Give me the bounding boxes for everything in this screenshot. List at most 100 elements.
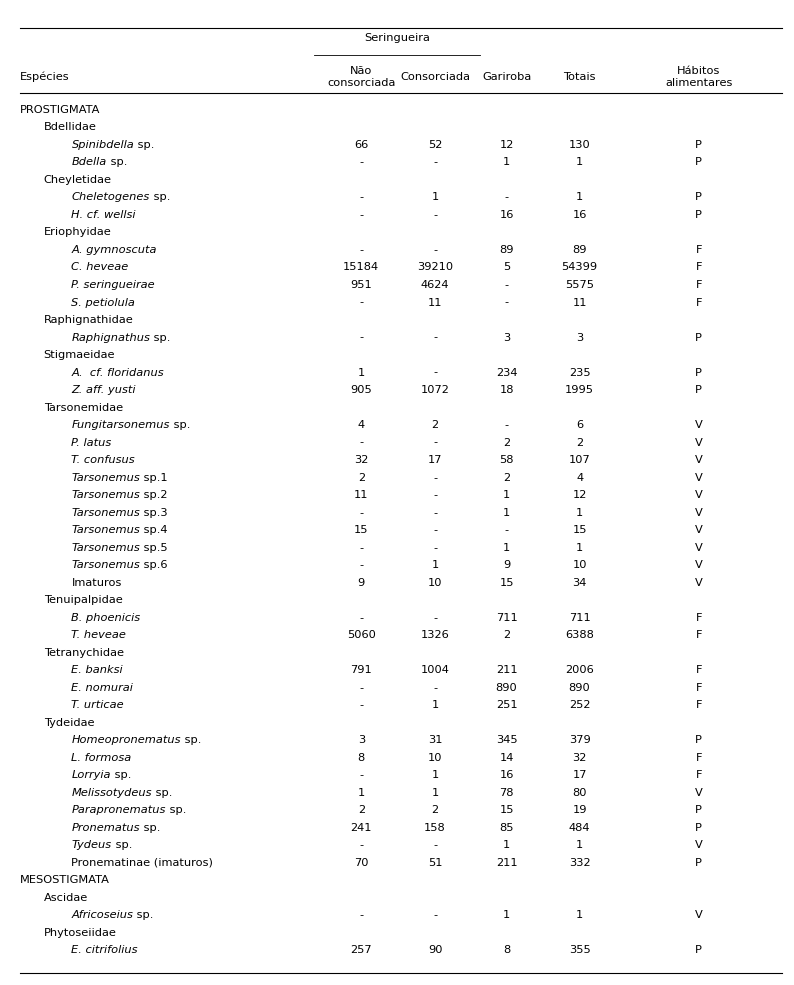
Text: sp.: sp. [111, 770, 131, 780]
Text: 32: 32 [354, 455, 368, 465]
Text: B. phoenicis: B. phoenicis [71, 613, 141, 623]
Text: 52: 52 [428, 140, 442, 150]
Text: -: - [433, 683, 437, 692]
Text: -: - [433, 210, 437, 220]
Text: Pronematinae (imaturos): Pronematinae (imaturos) [71, 858, 214, 868]
Text: Parapronematus: Parapronematus [71, 806, 166, 816]
Text: 4: 4 [358, 420, 364, 430]
Text: -: - [359, 437, 364, 447]
Text: Totais: Totais [564, 72, 596, 82]
Text: P: P [696, 858, 702, 868]
Text: 890: 890 [569, 683, 591, 692]
Text: -: - [359, 297, 364, 307]
Text: Melissotydeus: Melissotydeus [71, 788, 152, 798]
Text: F: F [696, 753, 702, 762]
Text: V: V [695, 473, 703, 483]
Text: sp.: sp. [166, 806, 187, 816]
Text: -: - [359, 333, 364, 343]
Text: V: V [695, 491, 703, 500]
Text: sp.: sp. [170, 420, 191, 430]
Text: Lorryia: Lorryia [71, 770, 111, 780]
Text: 12: 12 [499, 140, 514, 150]
Text: 1: 1 [431, 560, 439, 570]
Text: MESOSTIGMATA: MESOSTIGMATA [20, 876, 110, 886]
Text: -: - [433, 525, 437, 535]
Text: Fungitarsonemus: Fungitarsonemus [71, 420, 170, 430]
Text: F: F [696, 297, 702, 307]
Text: 5575: 5575 [565, 280, 594, 290]
Text: -: - [504, 280, 509, 290]
Text: 711: 711 [495, 613, 518, 623]
Text: 16: 16 [572, 210, 587, 220]
Text: 8: 8 [357, 753, 365, 762]
Text: 951: 951 [350, 280, 372, 290]
Text: Tarsonemus: Tarsonemus [71, 525, 141, 535]
Text: V: V [695, 455, 703, 465]
Text: Africoseius: Africoseius [71, 910, 133, 920]
Text: sp.: sp. [152, 788, 172, 798]
Text: Z. aff. yusti: Z. aff. yusti [71, 385, 136, 395]
Text: 1: 1 [431, 770, 439, 780]
Text: 11: 11 [354, 491, 368, 500]
Text: 1326: 1326 [421, 630, 449, 640]
Text: 890: 890 [495, 683, 518, 692]
Text: C. heveae: C. heveae [71, 262, 129, 273]
Text: 711: 711 [569, 613, 591, 623]
Text: sp.: sp. [150, 192, 170, 203]
Text: Tydeidae: Tydeidae [44, 718, 94, 728]
Text: -: - [359, 700, 364, 710]
Text: E. nomurai: E. nomurai [71, 683, 133, 692]
Text: 235: 235 [569, 367, 591, 377]
Text: -: - [359, 840, 364, 850]
Text: 51: 51 [428, 858, 442, 868]
Text: L. formosa: L. formosa [71, 753, 132, 762]
Text: T. heveae: T. heveae [71, 630, 126, 640]
Text: 19: 19 [572, 806, 587, 816]
Text: 90: 90 [428, 946, 442, 955]
Text: 1: 1 [576, 507, 584, 518]
Text: -: - [359, 770, 364, 780]
Text: 17: 17 [572, 770, 587, 780]
Text: P: P [696, 367, 702, 377]
Text: F: F [696, 770, 702, 780]
Text: 1: 1 [576, 192, 584, 203]
Text: 6388: 6388 [565, 630, 594, 640]
Text: 15: 15 [354, 525, 368, 535]
Text: E. banksi: E. banksi [71, 665, 123, 676]
Text: 8: 8 [503, 946, 511, 955]
Text: Tetranychidae: Tetranychidae [44, 648, 124, 658]
Text: -: - [433, 613, 437, 623]
Text: Raphignathidae: Raphignathidae [44, 315, 133, 325]
Text: 70: 70 [354, 858, 368, 868]
Text: 16: 16 [499, 770, 514, 780]
Text: P: P [696, 806, 702, 816]
Text: Cheyletidae: Cheyletidae [44, 175, 112, 185]
Text: 1: 1 [503, 543, 511, 553]
Text: -: - [359, 192, 364, 203]
Text: 10: 10 [428, 577, 442, 588]
Text: 1: 1 [576, 910, 584, 920]
Text: sp.4: sp.4 [141, 525, 168, 535]
Text: F: F [696, 683, 702, 692]
Text: sp.: sp. [140, 822, 160, 833]
Text: 6: 6 [576, 420, 583, 430]
Text: 2: 2 [576, 437, 583, 447]
Text: PROSTIGMATA: PROSTIGMATA [20, 104, 100, 115]
Text: P: P [696, 946, 702, 955]
Text: sp.: sp. [133, 910, 154, 920]
Text: 39210: 39210 [417, 262, 453, 273]
Text: -: - [359, 910, 364, 920]
Text: V: V [695, 525, 703, 535]
Text: 1: 1 [431, 192, 439, 203]
Text: 4624: 4624 [421, 280, 449, 290]
Text: V: V [695, 560, 703, 570]
Text: -: - [433, 507, 437, 518]
Text: 32: 32 [572, 753, 587, 762]
Text: 2: 2 [358, 473, 364, 483]
Text: sp.6: sp.6 [141, 560, 168, 570]
Text: 2: 2 [358, 806, 364, 816]
Text: 9: 9 [503, 560, 511, 570]
Text: P. latus: P. latus [71, 437, 112, 447]
Text: 211: 211 [495, 858, 518, 868]
Text: 14: 14 [499, 753, 514, 762]
